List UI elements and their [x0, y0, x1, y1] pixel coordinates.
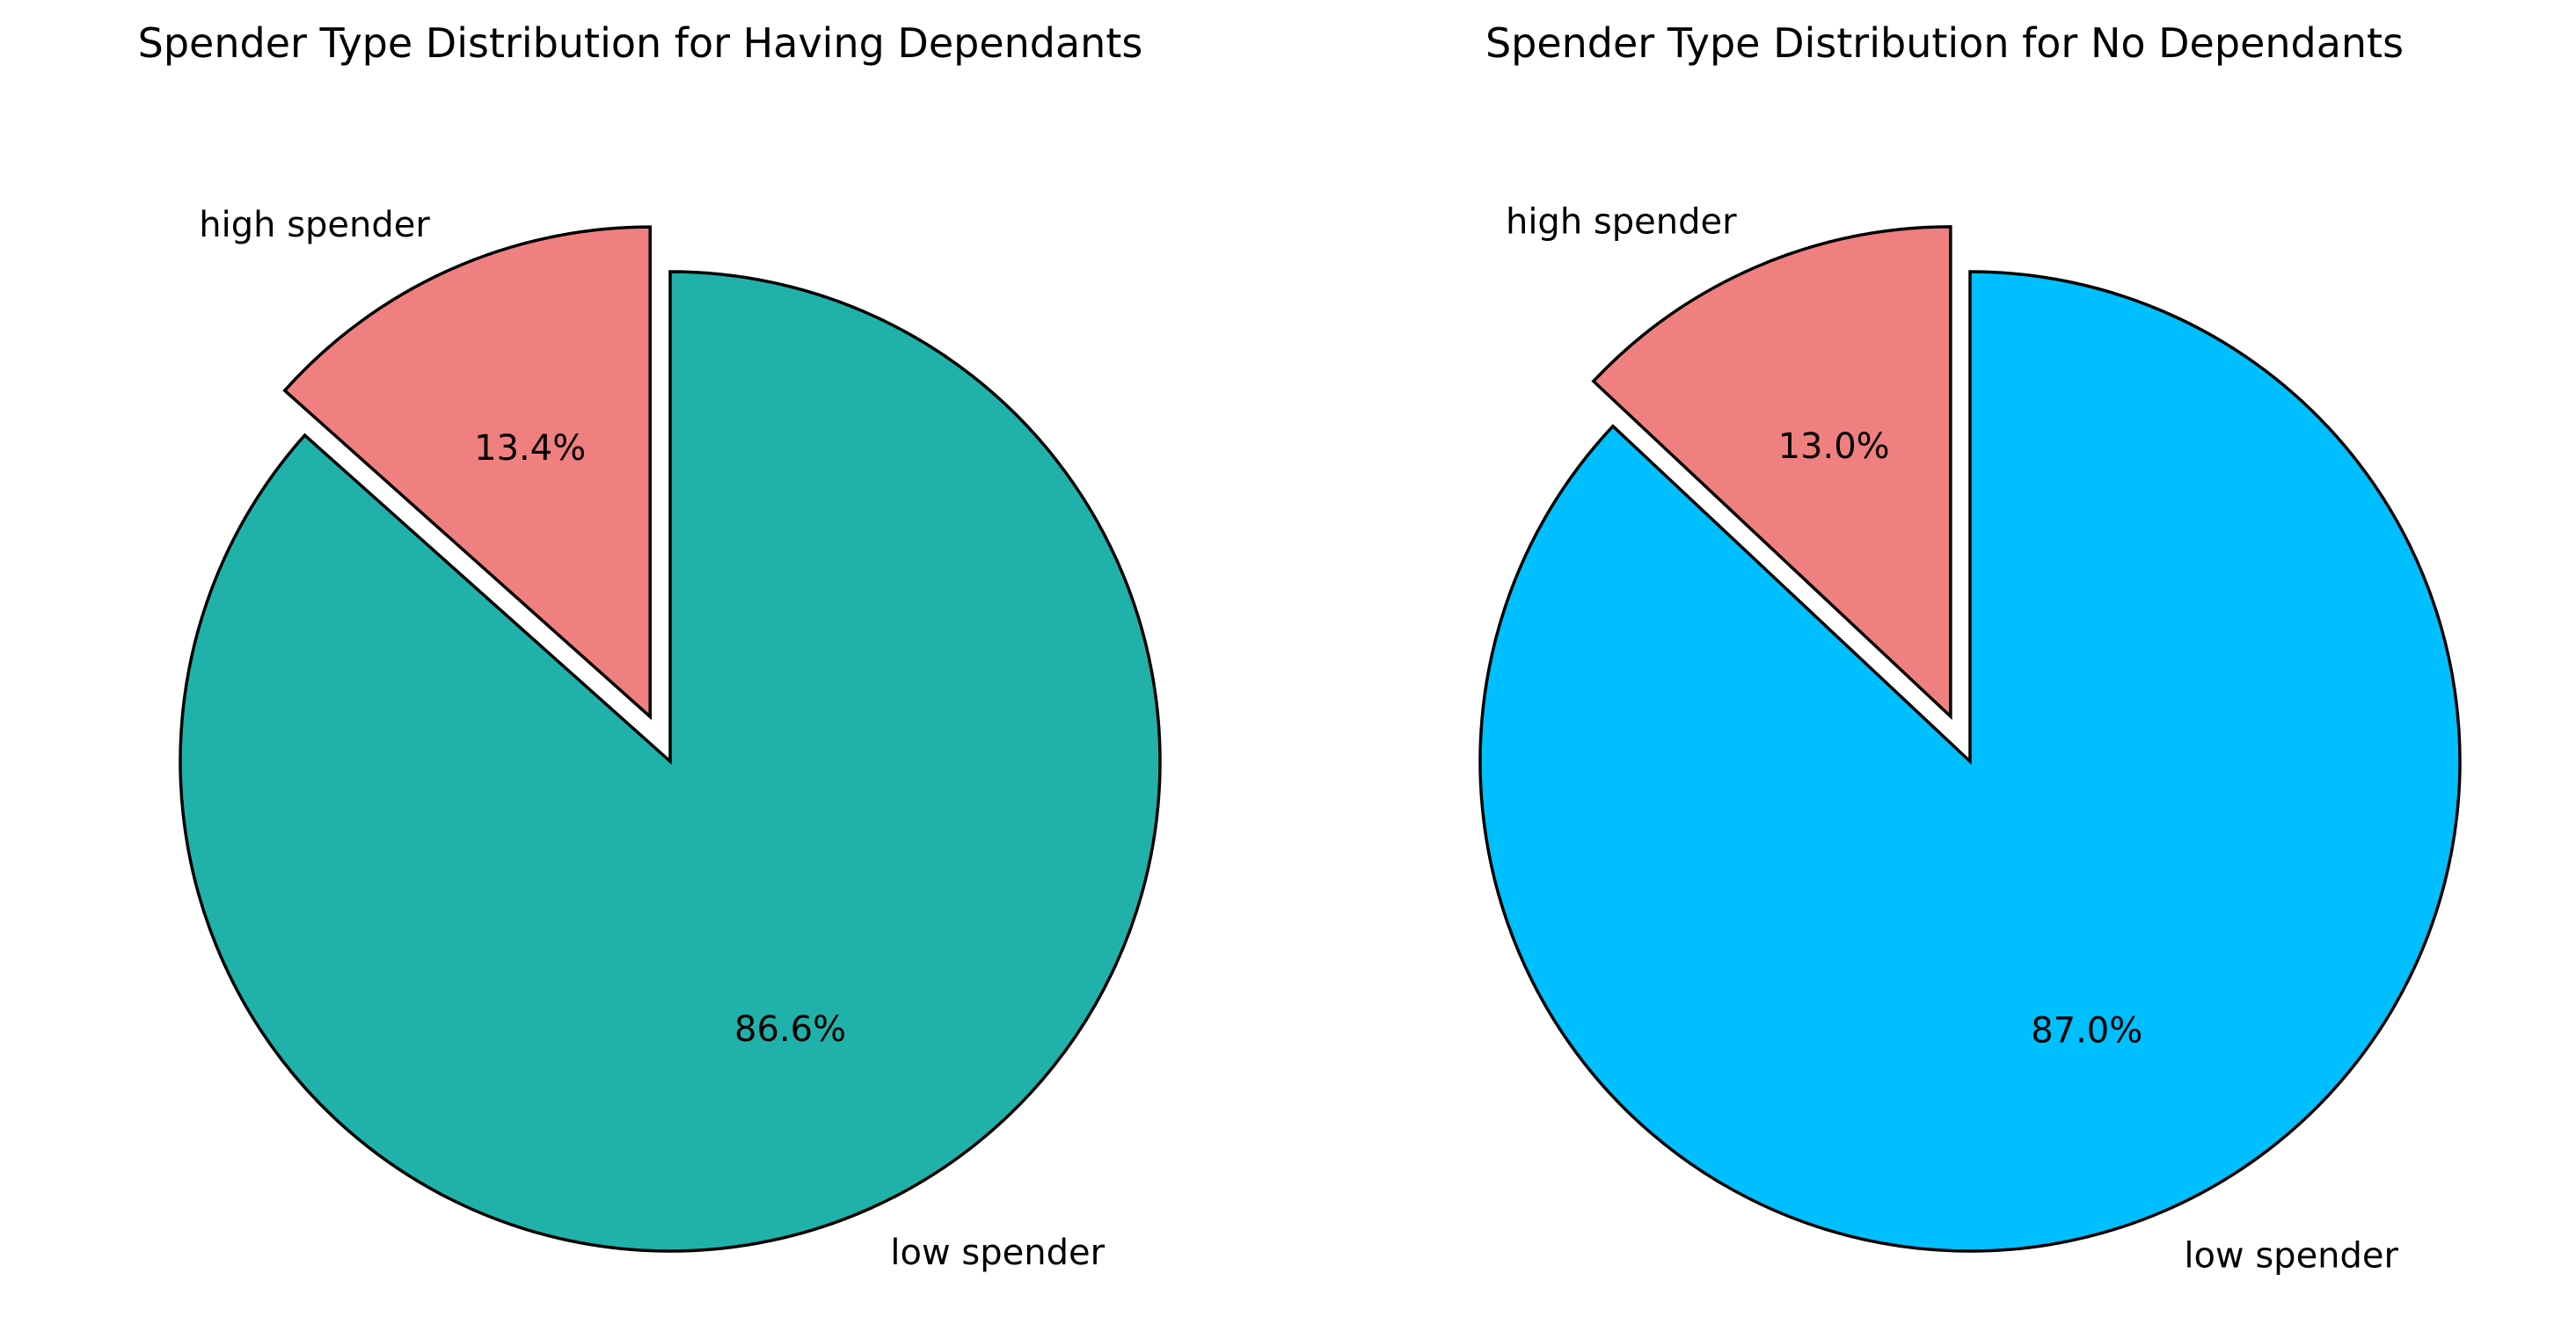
pie-value-label: 87.0%	[2031, 1011, 2142, 1052]
pie-slice-low-spender	[1478, 270, 2462, 1253]
pie-value-label: 13.0%	[1778, 426, 1890, 467]
pie-slice-high-spender	[1591, 225, 1952, 720]
pie-value-label: 13.4%	[474, 428, 586, 469]
pie-category-label: low spender	[890, 1233, 1105, 1273]
pie-value-label: 86.6%	[734, 1009, 846, 1050]
pie-category-label: high spender	[1506, 202, 1737, 243]
pie-slice-high-spender	[282, 225, 652, 721]
chart-title: Spender Type Distribution for Having Dep…	[138, 19, 1143, 67]
pie-chart-having-dependants: Spender Type Distribution for Having Dep…	[138, 19, 1162, 1273]
pie-slice-low-spender	[179, 270, 1162, 1253]
pie-chart-no-dependants: Spender Type Distribution for No Dependa…	[1478, 19, 2462, 1276]
chart-title: Spender Type Distribution for No Dependa…	[1485, 19, 2404, 67]
pie-category-label: high spender	[199, 205, 430, 245]
pie-category-label: low spender	[2184, 1235, 2398, 1276]
